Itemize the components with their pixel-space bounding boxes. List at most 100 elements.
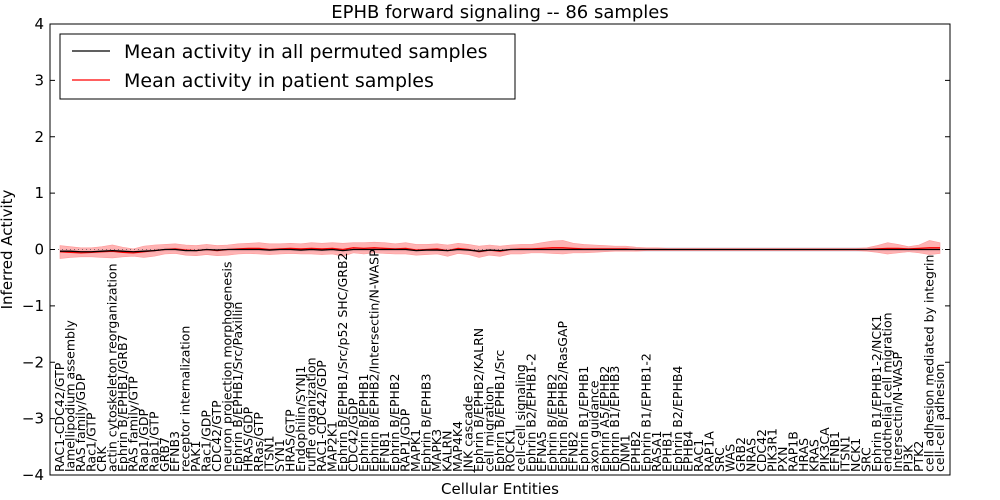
x-tick-label: Ephrin B/EPHB1/Src [492,350,507,472]
y-tick-label: 2 [34,128,44,146]
x-tick-label: Ephrin B1/EPHB1-2/NCK1 [869,315,884,472]
x-tick-label: RAP1/GDP [398,408,413,472]
x-tick-label: RASA1 [649,431,664,472]
x-tick-label: Ephrin B/EPHB1/Src/p52 SHC/GRB2 [335,253,350,473]
x-tick-label: MAP2K1 [324,421,339,472]
x-tick-label: RAC1-CDC42/GTP [52,362,67,472]
legend-patient-label: Mean activity in patient samples [124,70,434,92]
x-tick-label: RAS family/GDP [73,373,88,472]
x-tick-label: NCK1 [848,438,863,472]
x-tick-label: Ephrin B/EPHB2/Intersectin/N-WASP [366,249,381,472]
x-tick-label: Endophilin/SYNJ1 [293,366,308,472]
x-tick-label: ruffle organization [303,357,318,472]
x-tick-label: GRB2 [733,437,748,472]
x-tick-label: Ephrin B/EPHB2 [544,374,559,472]
x-tick-label: EFNB1 [377,431,392,472]
x-tick-label: cell adhesion mediated by integrin [922,255,937,472]
x-tick-label: Rac1/GDP [199,410,214,472]
x-tick-label: Rap1/GTP [146,411,161,472]
x-tick-label: RAP1B [785,431,800,472]
x-tick-label: Rap1/GDP [136,409,151,472]
x-tick-label: Ephrin B1/EPHB1-2 [639,353,654,472]
y-tick-label: −3 [22,410,44,428]
x-tick-label: neuron projection morphogenesis [220,261,235,472]
x-tick-label: CRK [94,446,109,472]
x-tick-label: Ephrin B/EPHB1 [356,374,371,472]
x-tick-label: lamellipodium assembly [62,320,77,472]
x-tick-label: RAP1A [702,431,717,472]
x-tick-label: EFNB2 [565,431,580,472]
x-tick-label: RAC1-CDC42/GDP [314,360,329,472]
x-tick-label: Ephrin A5/EPHB2 [597,366,612,472]
y-tick-label: −4 [22,466,44,484]
x-tick-label: GRB7 [157,437,172,472]
y-tick-label: 1 [34,184,44,202]
x-tick-label: HRAS [796,438,811,472]
x-tick-label: Ephrin B1/EPHB1 [576,366,591,472]
x-tick-label: PXN [775,447,790,472]
x-tick-label: PI3K [901,444,916,472]
x-tick-label: PAK1 [188,441,203,472]
x-tick-label: Rac1/GTP [83,412,98,472]
x-tick-label: EFNA5 [534,431,549,472]
legend-permuted-label: Mean activity in all permuted samples [124,41,487,63]
x-tick-label: ROCK1 [502,429,517,472]
x-tick-label: endothelial cell migration [880,312,895,472]
x-tick-label: EPHB4 [681,431,696,472]
y-tick-label: 3 [34,71,44,89]
x-tick-label: cell-cell adhesion [932,364,947,472]
legend: Mean activity in all permuted samples Me… [59,33,516,100]
y-tick-label: −1 [22,297,44,315]
x-tick-label: Ephrin B/EPHB3 [419,374,434,472]
x-tick-label: DNM1 [618,434,633,472]
x-tick-label: EPHB2 [628,431,643,472]
x-tick-label: CDC42/GTP [209,400,224,472]
x-axis-label: Cellular Entities [441,480,559,498]
x-tick-label: Ephrin B2/EPHB4 [670,366,685,472]
x-tick-label: cell migration [482,386,497,472]
y-tick-label: −2 [22,353,44,371]
x-tick-label: EFNB3 [167,431,182,472]
x-tick-label: MAPK1 [408,429,423,472]
x-tick-label: HRAS/GDP [241,406,256,472]
x-tick-label: MAP4K4 [450,421,465,472]
x-tick-label: Ephrin B2/EPHB1-2 [523,353,538,472]
x-tick-label: EFNB1 [827,431,842,472]
x-tick-label: WAS [722,444,737,472]
x-tick-label: KALRN [440,430,455,472]
x-tick-label: ITSN1 [838,435,853,472]
x-tick-label: Ephrin B/EPHB1/GRB7 [115,334,130,472]
x-tick-label: cell-cell signaling [513,364,528,472]
x-tick-label: KRAS [806,439,821,472]
plot-frame [49,23,951,476]
series-lines [59,247,940,254]
x-tick-label: EPHB1 [660,431,675,472]
permuted-mean-line [60,248,940,253]
x-tick-label: SYN1 [272,439,287,472]
y-axis-label: Inferred Activity [0,189,16,309]
x-tick-label: PIK3CA [817,427,832,472]
x-tick-label: RRas/GTP [251,412,266,472]
x-tick-label: RAS family/GTP [125,376,140,472]
x-tick-label: ITSN1 [262,435,277,472]
x-tick-label: CDC42 [754,429,769,472]
chart-title: EPHB forward signaling -- 86 samples [331,2,669,23]
y-tick-label: 0 [34,241,44,259]
x-tick-label: Intersectin/N-WASP [890,352,905,472]
y-axis: 4 3 2 1 0 −1 −2 −3 −4 [22,15,950,484]
x-tick-label: CDC42/GDP [345,397,360,472]
legend-box [59,33,516,100]
x-tick-label: Ephrin B/EPHB1/Src/Paxillin [230,302,245,472]
x-tick-label: Ephrin B/EPHB2/RasGAP [555,321,570,472]
x-tick-label: axon guidance [586,380,601,472]
x-tick-label: SRC [859,447,874,472]
x-tick-label: HRAS/GTP [282,409,297,472]
x-tick-label: SRC [712,447,727,472]
x-tick-label: Ephrin B/EPHB2/KALRN [471,328,486,472]
y-tick-label: 4 [34,15,44,33]
x-tick-label: PIK3R1 [764,428,779,472]
x-tick-label: Ephrin B/EPHB2 [387,374,402,472]
x-tick-label: Ephrin B1/EPHB3 [607,366,622,472]
x-tick-label: receptor internalization [178,326,193,472]
